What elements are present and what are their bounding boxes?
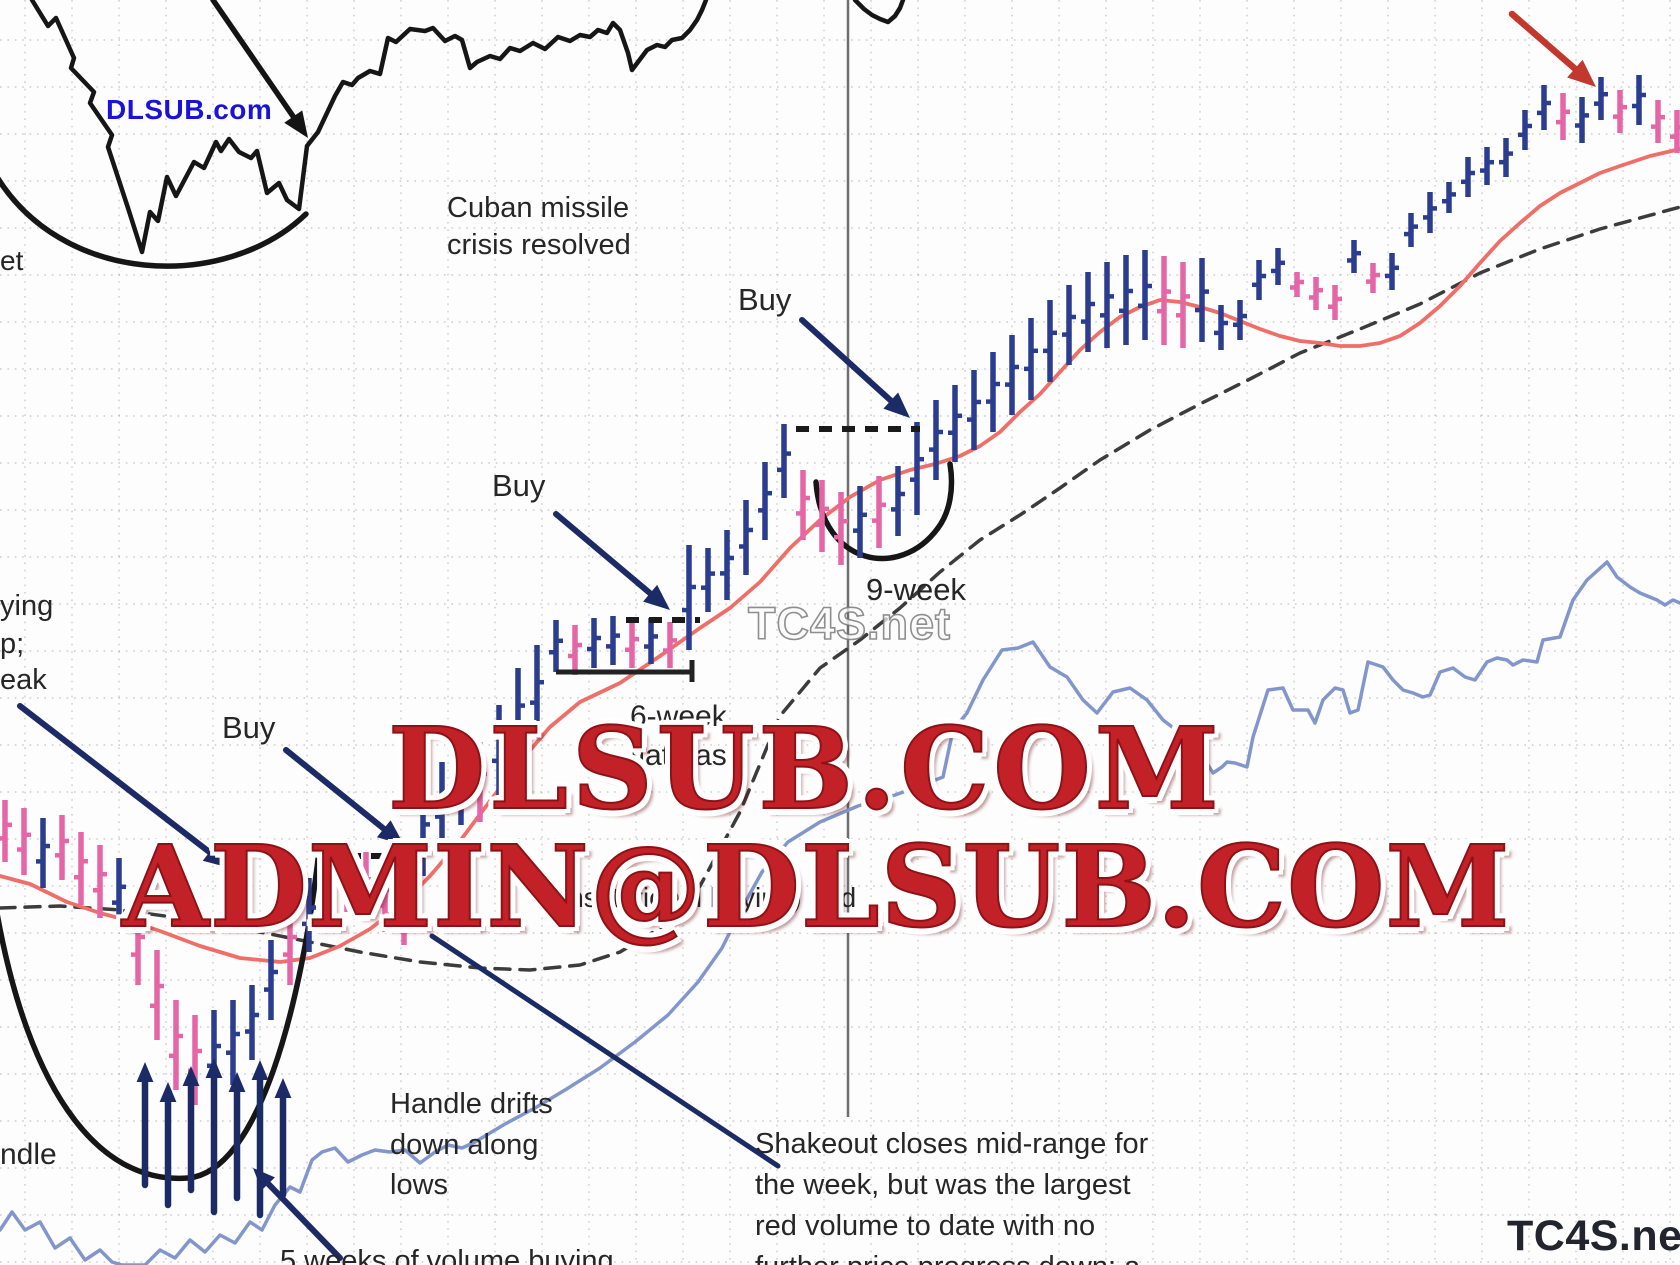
partial-label-ndle: ndle (0, 1138, 57, 1171)
market_cup-arc (0, 176, 309, 269)
market-arrow (210, 0, 308, 138)
partial-label-et: et (0, 245, 24, 276)
nine-week-cup-label: 9-week (866, 572, 966, 607)
general-market-line (29, 0, 906, 255)
ma-10-week-red (0, 147, 1680, 964)
flat-base-bracket (556, 660, 695, 682)
watermark-dlsub-blue: DLSUB.com (106, 94, 273, 125)
partial-label-eak: eak (0, 664, 47, 696)
nine_week_cup-arc (813, 461, 955, 562)
buy-label-nine-week: Buy (738, 282, 792, 317)
red-peak-arrow (1508, 10, 1596, 87)
buy-nineweek-arrow (799, 317, 910, 418)
relative-strength-line (0, 560, 1680, 1265)
partial-label-ying: ying (0, 590, 54, 622)
buy-handle-arrow (283, 747, 404, 845)
buy-flatbase-arrow (553, 511, 670, 610)
eak-annotation-arrow (17, 703, 230, 868)
partial-label-p: p; (0, 628, 25, 660)
watermark-tc4s-bottom-right: TC4S.net (1507, 1212, 1680, 1260)
buy-label-handle: Buy (222, 710, 276, 745)
shakeout-leader (429, 933, 781, 1169)
weekly-price-bars (0, 75, 1680, 1105)
watermark-tc4s-center: TC4S.net (747, 597, 952, 650)
buy-label-flat-base: Buy (492, 468, 546, 503)
dashed-buy-lines (348, 426, 920, 859)
institutional-buying-label: institutional buying) and (562, 882, 857, 913)
annotation-cuban-missile: Cuban missile crisis resolved (447, 192, 631, 261)
watermark-dlsub-com-red: DLSUB.COM (387, 704, 1223, 835)
ma-40-week-dashed (0, 205, 1680, 972)
volume-buying-arrows (136, 1058, 292, 1219)
six-week-flat-base-label: 6-week flat base (630, 700, 744, 772)
shakeout-paragraph: Shakeout closes mid-range for the week, … (755, 1128, 1149, 1265)
watermark-admin-email-red: ADMIN@DLSUB.COM (121, 822, 1511, 953)
five-weeks-volume-label: 5 weeks of volume buying (280, 1245, 614, 1265)
handle-drifts-label: Handle drifts down along lows (390, 1088, 553, 1202)
